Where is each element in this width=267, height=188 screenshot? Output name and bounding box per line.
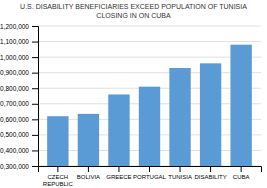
axis-line [39,167,262,173]
grid-line [38,41,261,42]
tick: CZECHREPUBLIC [43,166,74,187]
bars [47,45,252,166]
grid [38,26,261,166]
chart: U.S. DISABILITY BENEFICIARIES EXCEED POP… [0,0,267,188]
tick-mark [180,166,181,172]
tick-label: 10,900,000 [0,69,29,76]
tick-mark [32,166,38,167]
tick: 10,400,000 [0,147,38,154]
bar [47,116,68,166]
tick: 10,900,000 [0,69,38,76]
plot: 10,300,000 10,400,000 10,500,000 10,600,000… [0,23,262,187]
tick: 10,600,000 [0,116,38,123]
tick-label: 10,500,000 [0,131,29,138]
bar [200,63,221,166]
tick-label: CZECHREPUBLIC [43,174,74,187]
grid-line [38,57,261,58]
bar [169,68,190,166]
tick-label-line: PORTUGAL [133,174,167,180]
tick-label-line: TUNISIA [168,174,192,180]
tick-mark [32,42,38,43]
tick-mark [241,166,242,172]
tick-label: 10,300,000 [0,163,29,170]
tick: GREECE [106,166,131,180]
tick-label-line: GREECE [106,174,131,180]
bar [108,94,129,166]
title-line: CLOSING IN ON CUBA [96,12,171,19]
grid-line [38,72,261,73]
tick: 11,100,000 [0,38,38,45]
tick-mark [32,150,38,151]
tick: 11,000,000 [0,54,38,61]
title-line: U.S. DISABILITY BENEFICIARIES EXCEED POP… [20,3,247,10]
tick-label: GREECE [106,174,131,180]
bar [230,45,251,166]
tick-label: TUNISIA [168,174,192,180]
tick-mark [32,104,38,105]
tick-label-line: DISABILITY [194,174,226,180]
tick-mark [32,26,38,27]
tick-label: 11,000,000 [0,54,29,61]
tick-mark [149,166,150,172]
bar [139,87,160,166]
tick: 10,700,000 [0,100,38,107]
tick: TUNISIA [168,166,192,180]
tick-mark [32,88,38,89]
y-axis: 10,300,000 10,400,000 10,500,000 10,600,000… [0,23,39,170]
tick-label: 11,100,000 [0,38,29,45]
tick: PORTUGAL [133,166,167,180]
tick-mark [32,135,38,136]
tick-label: PORTUGAL [133,174,167,180]
tick-mark [32,73,38,74]
tick-mark [210,166,211,172]
tick-label: 10,700,000 [0,100,29,107]
tick-label-line: REPUBLIC [43,181,74,187]
tick-label: 11,200,000 [0,23,29,30]
tick-label: 10,400,000 [0,147,29,154]
tick: 10,300,000 [0,163,38,170]
grid-line [38,26,261,27]
tick-mark [57,166,58,172]
tick-mark [32,119,38,120]
tick: DISABILITY [194,166,226,180]
tick-mark [32,57,38,58]
bar [78,114,99,166]
axis-line [32,27,39,167]
tick-label: 10,800,000 [0,85,29,92]
tick-label-line: BOLIVIA [77,174,100,180]
tick-label-line: CZECH [48,174,69,180]
tick-mark [88,166,89,172]
tick: 11,200,000 [0,23,38,30]
title: U.S. DISABILITY BENEFICIARIES EXCEED POP… [20,3,247,19]
tick: CUBA [233,166,250,180]
tick-label: 10,600,000 [0,116,29,123]
x-axis: CZECHREPUBLICBOLIVIA GREECEPORTUGALTUNISI… [39,166,262,187]
tick: 10,500,000 [0,131,38,138]
tick: BOLIVIA [77,166,100,180]
tick: 10,800,000 [0,85,38,92]
tick-mark [118,166,119,172]
tick-label: DISABILITY [194,174,226,180]
tick-label-line: CUBA [233,174,250,180]
tick-label: CUBA [233,174,250,180]
tick-label: BOLIVIA [77,174,100,180]
